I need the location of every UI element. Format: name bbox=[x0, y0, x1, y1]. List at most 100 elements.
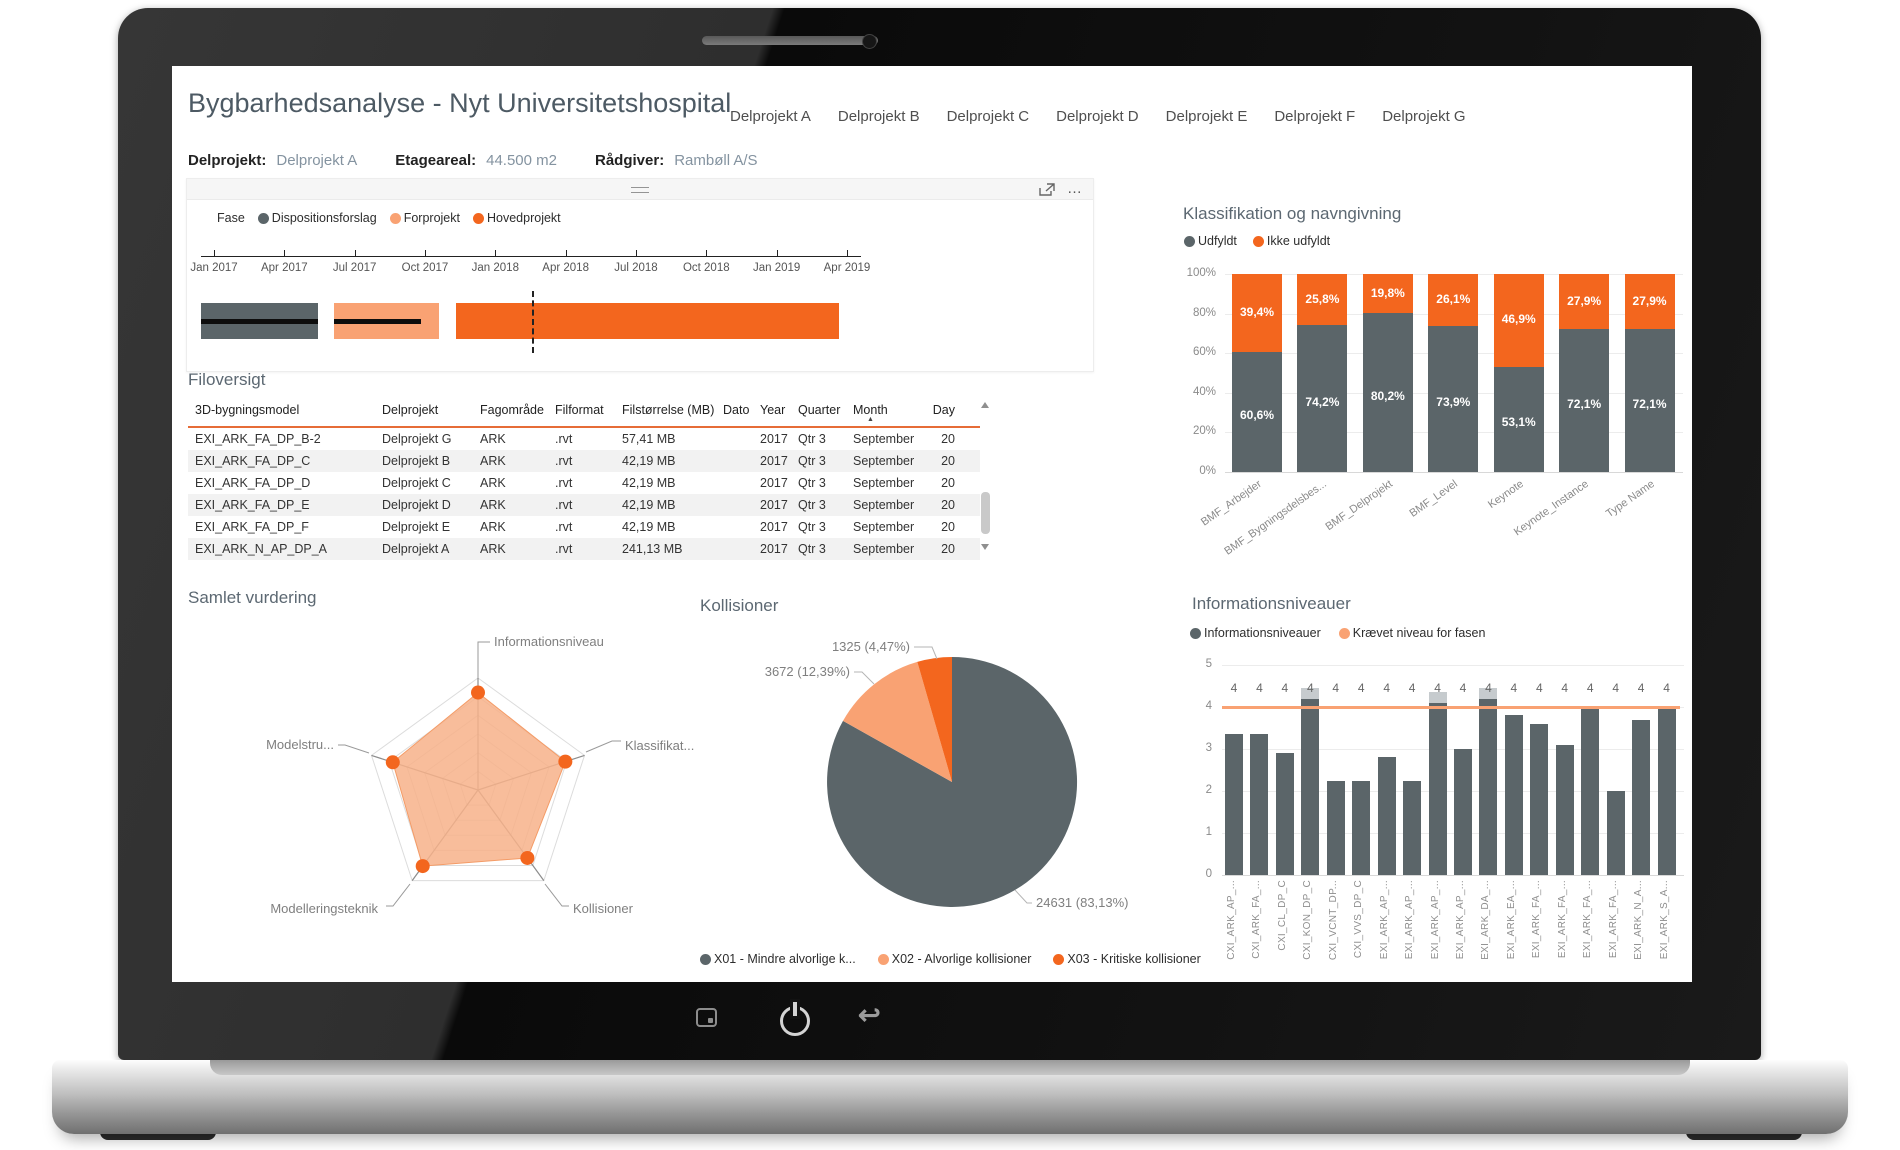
meta-pair: Rådgiver: Rambøll A/S bbox=[595, 152, 758, 169]
legend-item[interactable]: X01 - Mindre alvorlige k... bbox=[700, 952, 856, 966]
legend-item[interactable]: Informationsniveauer bbox=[1190, 626, 1321, 640]
bar-segment-ikke-udfyldt[interactable] bbox=[1362, 274, 1413, 314]
bar-segment-ikke-udfyldt[interactable] bbox=[1428, 274, 1479, 326]
speaker-grille bbox=[702, 36, 878, 45]
radar-data-point[interactable] bbox=[471, 685, 485, 700]
scroll-down-icon[interactable] bbox=[981, 544, 989, 550]
pie-slice-x02[interactable] bbox=[843, 661, 952, 782]
power-icon[interactable] bbox=[780, 1006, 810, 1036]
info-bar-target-label: 4 bbox=[1281, 681, 1289, 695]
info-bar[interactable] bbox=[1632, 719, 1651, 875]
table-row[interactable]: EXI_ARK_FA_DP_F Delprojekt E ARK .rvt 42,19 … bbox=[188, 516, 980, 538]
info-bar[interactable] bbox=[1301, 698, 1320, 875]
legend-item[interactable]: Dispositionsforslag bbox=[257, 211, 377, 225]
info-bar[interactable] bbox=[1250, 734, 1269, 875]
table-row[interactable]: EXI_ARK_N_AP_DP_A Delprojekt A ARK .rvt 241,… bbox=[188, 538, 980, 560]
table-row[interactable]: EXI_ARK_FA_DP_D Delprojekt C ARK .rvt 42,19 … bbox=[188, 472, 980, 494]
radar-value-area[interactable] bbox=[392, 691, 566, 867]
tab-delprojekt-d[interactable]: Delprojekt D bbox=[1056, 108, 1139, 125]
scroll-thumb[interactable] bbox=[980, 492, 990, 534]
column-header-3d-bygningsmodel[interactable]: 3D-bygningsmodel bbox=[195, 403, 300, 417]
display-button-icon[interactable] bbox=[696, 1008, 717, 1027]
table-cell: 20 bbox=[941, 432, 955, 446]
table-row[interactable]: EXI_ARK_FA_DP_C Delprojekt B ARK .rvt 42,19 … bbox=[188, 450, 980, 472]
tab-delprojekt-b[interactable]: Delprojekt B bbox=[837, 108, 920, 125]
gantt-progress-line bbox=[333, 319, 421, 324]
info-bar[interactable] bbox=[1352, 780, 1371, 875]
bar-segment-udfyldt[interactable] bbox=[1559, 329, 1610, 472]
column-header-month[interactable]: Month ▲ bbox=[846, 403, 923, 422]
gantt-legend-title: Fase bbox=[217, 211, 245, 225]
x-axis-label: EXI_ARK_EA_... bbox=[1505, 880, 1517, 960]
y-axis-label: 100% bbox=[1186, 267, 1216, 279]
bar-segment-udfyldt[interactable] bbox=[1493, 366, 1544, 472]
gantt-time-axis: Jan 2017 Apr 2017 Jul 2017 Oct 2017 Jan 2018… bbox=[190, 249, 891, 289]
pie-slice-x03[interactable] bbox=[917, 657, 952, 782]
info-bar[interactable] bbox=[1479, 698, 1498, 875]
more-options-icon[interactable]: … bbox=[1067, 180, 1083, 197]
tab-delprojekt-f[interactable]: Delprojekt F bbox=[1274, 108, 1356, 125]
column-header-delprojekt[interactable]: Delprojekt bbox=[382, 403, 439, 417]
tab-delprojekt-a[interactable]: Delprojekt A bbox=[730, 108, 811, 125]
info-bar[interactable] bbox=[1225, 734, 1243, 875]
info-bar[interactable] bbox=[1530, 723, 1549, 875]
bar-segment-udfyldt[interactable] bbox=[1362, 313, 1413, 472]
bar-segment-ikke-udfyldt[interactable] bbox=[1624, 274, 1675, 330]
column-header-day[interactable]: Day bbox=[932, 403, 955, 417]
info-bar[interactable] bbox=[1275, 753, 1294, 875]
info-bar[interactable] bbox=[1606, 791, 1625, 875]
pie-slice-x01[interactable] bbox=[827, 657, 1078, 907]
drag-handle-icon[interactable] bbox=[631, 187, 649, 193]
column-header-filst-rrelse-mb-[interactable]: Filstørrelse (MB) bbox=[622, 403, 715, 417]
info-bar-target-label: 4 bbox=[1637, 681, 1645, 695]
tab-delprojekt-e[interactable]: Delprojekt E bbox=[1165, 108, 1248, 125]
column-header-quarter[interactable]: Quarter bbox=[798, 403, 841, 417]
legend-item[interactable]: Hovedprojekt bbox=[473, 211, 561, 225]
info-bar[interactable] bbox=[1428, 702, 1447, 875]
info-bar[interactable] bbox=[1555, 744, 1574, 875]
bar-segment-ikke-udfyldt[interactable] bbox=[1493, 274, 1544, 367]
tab-delprojekt-c[interactable]: Delprojekt C bbox=[946, 108, 1030, 125]
bar-segment-ikke-udfyldt[interactable] bbox=[1559, 274, 1610, 330]
table-cell: Delprojekt D bbox=[382, 498, 451, 512]
legend-item[interactable]: X02 - Alvorlige kollisioner bbox=[877, 952, 1031, 966]
popout-icon[interactable] bbox=[1039, 182, 1055, 196]
radar-data-point[interactable] bbox=[558, 754, 573, 769]
radar-data-point[interactable] bbox=[415, 859, 430, 874]
data-label-udfyldt: 80,2% bbox=[1370, 388, 1405, 403]
sort-ascending-icon: ▲ bbox=[867, 416, 874, 422]
legend-item[interactable]: X03 - Kritiske kollisioner bbox=[1053, 952, 1201, 966]
info-bar[interactable] bbox=[1504, 715, 1523, 875]
bar-segment-udfyldt[interactable] bbox=[1232, 352, 1282, 472]
bar-segment-udfyldt[interactable] bbox=[1428, 325, 1479, 472]
table-cell: September bbox=[853, 498, 915, 512]
radar-data-point[interactable] bbox=[385, 755, 400, 770]
bar-segment-udfyldt[interactable] bbox=[1624, 329, 1675, 472]
legend-item[interactable]: Udfyldt bbox=[1184, 234, 1237, 248]
bar-segment-ikke-udfyldt[interactable] bbox=[1232, 274, 1282, 352]
info-bar[interactable] bbox=[1326, 780, 1345, 875]
table-row[interactable]: EXI_ARK_FA_DP_B-2 Delprojekt G ARK .rvt 57,4… bbox=[188, 428, 980, 450]
legend-item[interactable]: Krævet niveau for fasen bbox=[1338, 626, 1485, 640]
info-bar[interactable] bbox=[1454, 749, 1472, 875]
legend-item[interactable]: Ikke udfyldt bbox=[1252, 234, 1330, 248]
delprojekt-tabs: Delprojekt A Delprojekt B Delprojekt C Delp… bbox=[724, 106, 1472, 127]
back-icon[interactable]: ↩ bbox=[858, 1000, 881, 1030]
info-bar[interactable] bbox=[1657, 709, 1676, 875]
radar-data-point[interactable] bbox=[520, 850, 535, 865]
scroll-up-icon[interactable] bbox=[981, 402, 989, 408]
column-header-filformat[interactable]: Filformat bbox=[555, 403, 604, 417]
column-header-dato[interactable]: Dato bbox=[723, 403, 750, 417]
info-bar[interactable] bbox=[1377, 757, 1396, 875]
table-scrollbar[interactable] bbox=[978, 402, 992, 550]
gantt-bar-hovedprojekt[interactable] bbox=[455, 303, 840, 339]
info-bar[interactable] bbox=[1403, 780, 1422, 875]
table-row[interactable]: EXI_ARK_FA_DP_E Delprojekt D ARK .rvt 42,19 … bbox=[188, 494, 980, 516]
bar-segment-udfyldt[interactable] bbox=[1297, 325, 1348, 472]
column-header-year[interactable]: Year bbox=[760, 403, 786, 417]
bar-segment-ikke-udfyldt[interactable] bbox=[1297, 274, 1348, 326]
tab-delprojekt-g[interactable]: Delprojekt G bbox=[1382, 108, 1466, 125]
info-bar[interactable] bbox=[1581, 709, 1600, 875]
legend-item[interactable]: Forprojekt bbox=[389, 211, 460, 225]
column-header-fagomr-de[interactable]: Fagområde bbox=[480, 403, 544, 417]
